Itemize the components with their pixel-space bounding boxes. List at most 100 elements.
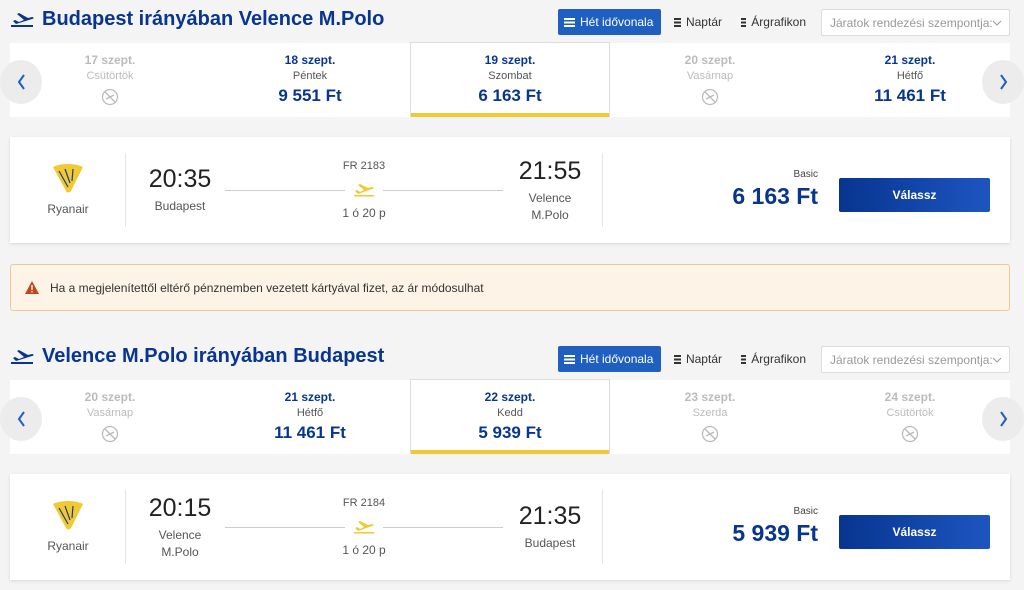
flight-number: FR 2183 [342, 160, 386, 172]
divider [602, 153, 603, 227]
duration: 1 ó 20 p [342, 206, 386, 220]
button-label: Hét idővonala [580, 15, 654, 29]
arr-time: 21:35 [518, 502, 582, 530]
departure: 20:35 Budapest [140, 137, 220, 243]
day-weekday: Szerda [692, 407, 728, 419]
no-flight-icon [901, 425, 919, 443]
chevron [992, 357, 1002, 363]
flight-card: Ryanair 20:35 Budapest FR 2183 1 ó 20 p 21:55… [10, 137, 1010, 243]
day-option[interactable]: 23 szept. Szerda [610, 380, 810, 454]
button-label: Naptár [685, 15, 722, 29]
dep-time: 20:35 [148, 165, 212, 193]
warning-icon [25, 281, 39, 294]
day-option[interactable]: 20 szept. Vasárnap [10, 380, 210, 454]
plane-icon [11, 13, 34, 27]
day-option[interactable]: 21 szept. Hétfő 11 461 Ft [210, 380, 410, 454]
day-option[interactable]: 18 szept. Péntek 9 551 Ft [210, 43, 410, 117]
arrival: 21:55 Velence M.Polo [508, 137, 592, 243]
sort-placeholder: Járatok rendezési szempontja: [830, 15, 993, 30]
day-arrow[interactable] [0, 397, 42, 441]
day-option[interactable]: 24 szept. Csütörtök [810, 380, 1010, 454]
notice-text: Ha a megjelenítettől eltérő pénznemben v… [50, 280, 484, 295]
section-title: Budapest irányában Velence M.Polo [42, 8, 385, 30]
arrow-icon [1000, 74, 1008, 90]
view-button[interactable]: Naptár [668, 346, 728, 372]
flight-number: FR 2184 [342, 497, 386, 509]
day-option[interactable]: 22 szept. Kedd 5 939 Ft [410, 379, 610, 454]
day-option[interactable]: 17 szept. Csütörtök [10, 43, 210, 117]
day-weekday: Szombat [488, 70, 532, 82]
flight-card: Ryanair 20:15 Velence M.Polo FR 2184 1 ó 20 … [10, 474, 1010, 580]
view-button[interactable]: Hét idővonala [558, 9, 661, 35]
button-icon [741, 18, 747, 27]
day-arrow[interactable] [982, 397, 1024, 441]
day-weekday: Hétfő [296, 407, 324, 419]
day-weekday: Csütörtök [886, 407, 934, 419]
notice: Ha a megjelenítettől eltérő pénznemben v… [10, 264, 1010, 311]
day-weekday: Csütörtök [86, 70, 134, 82]
arr-city: Velence M.Polo [528, 190, 572, 222]
view-button[interactable]: Árgrafikon [735, 346, 812, 372]
duration: 1 ó 20 p [342, 543, 386, 557]
airline-logo [53, 500, 83, 529]
section-title: Velence M.Polo irányában Budapest [42, 345, 385, 367]
no-flight-icon [701, 425, 719, 443]
dep-city: Velence M.Polo [158, 527, 202, 559]
arrival: 21:35 Budapest [508, 474, 592, 580]
day-date: 24 szept. [884, 390, 936, 404]
select-button[interactable]: Válassz [839, 178, 990, 212]
dep-city: Budapest [154, 199, 206, 213]
day-weekday: Kedd [497, 407, 523, 419]
day-option[interactable]: 20 szept. Vasárnap [610, 43, 810, 117]
flight-section: Budapest irányában Velence M.Polo Hét idő… [0, 0, 1024, 250]
day-date: 23 szept. [684, 390, 736, 404]
sort-select[interactable]: Járatok rendezési szempontja: [821, 346, 1010, 373]
no-flight-icon [701, 88, 719, 106]
day-strip: 17 szept. Csütörtök 18 szept. Péntek 9 551 F… [10, 42, 1010, 117]
day-arrow[interactable] [0, 60, 42, 104]
day-weekday: Vasárnap [686, 70, 734, 82]
no-flight-icon [101, 88, 119, 106]
route-plane [354, 521, 374, 534]
divider [125, 490, 126, 564]
day-date: 21 szept. [884, 53, 936, 67]
day-date: 22 szept. [484, 390, 536, 404]
arrow-icon [17, 411, 25, 427]
day-arrow[interactable] [982, 60, 1024, 104]
day-date: 20 szept. [684, 53, 736, 67]
button-icon [674, 355, 681, 364]
divider [125, 153, 126, 227]
fare-price: 6 163 Ft [732, 183, 818, 209]
button-icon [674, 18, 681, 27]
sort-select[interactable]: Járatok rendezési szempontja: [821, 9, 1010, 36]
day-date: 19 szept. [484, 53, 536, 67]
day-weekday: Péntek [292, 70, 328, 82]
airline-name: Ryanair [47, 201, 89, 216]
day-price: 6 163 Ft [478, 86, 542, 105]
button-label: Árgrafikon [751, 352, 806, 366]
chevron [992, 20, 1002, 26]
day-option[interactable]: 21 szept. Hétfő 11 461 Ft [810, 43, 1010, 117]
flight-section: Velence M.Polo irányában Budapest Hét idő… [0, 337, 1024, 587]
arrow-icon [17, 74, 25, 90]
view-button[interactable]: Árgrafikon [735, 9, 812, 35]
route-line [225, 527, 345, 528]
day-option[interactable]: 19 szept. Szombat 6 163 Ft [410, 42, 610, 117]
view-button[interactable]: Naptár [668, 9, 728, 35]
select-button[interactable]: Válassz [839, 515, 990, 549]
route-line [383, 527, 503, 528]
day-price: 11 461 Ft [874, 86, 946, 105]
fare-price: 5 939 Ft [732, 520, 818, 546]
view-button[interactable]: Hét idővonala [558, 346, 661, 372]
day-price: 5 939 Ft [478, 423, 542, 442]
button-label: Árgrafikon [751, 15, 806, 29]
arrow-icon [1000, 411, 1008, 427]
day-price: 9 551 Ft [278, 86, 342, 105]
airline-name: Ryanair [47, 538, 89, 553]
button-label: Naptár [685, 352, 722, 366]
button-icon [741, 355, 747, 364]
route-plane [354, 184, 374, 197]
no-flight-icon [101, 425, 119, 443]
airline-logo [53, 163, 83, 192]
